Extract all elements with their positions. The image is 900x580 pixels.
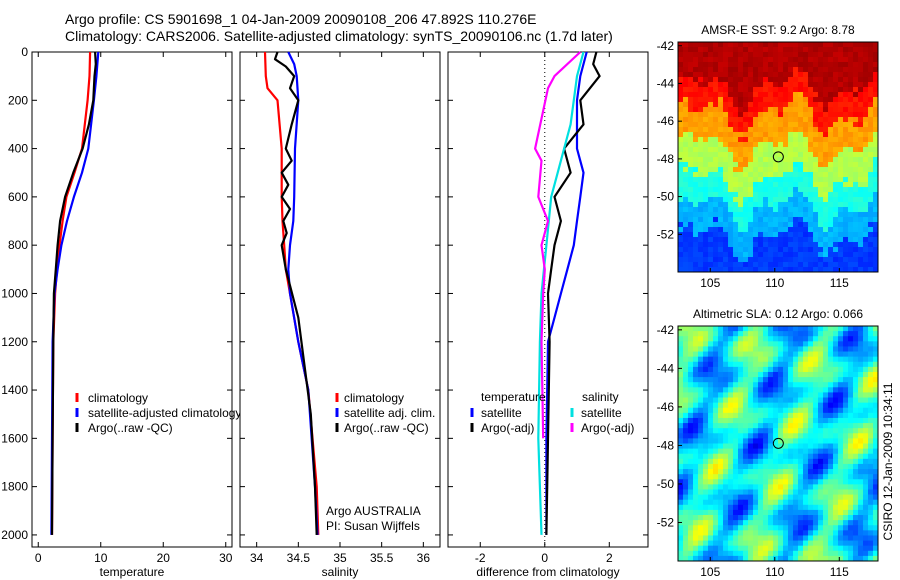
difference-legend-header: temperature (481, 390, 546, 404)
salinity-xlabel: salinity (322, 565, 359, 579)
temperature-legend-label: Argo(..raw -QC) (88, 421, 173, 435)
sla_map-xtick-label: 110 (765, 565, 784, 579)
sst_map-xtick-label: 115 (830, 276, 849, 290)
temperature-ytick-label: 2000 (1, 528, 28, 542)
sst_map-ytick-label: -48 (657, 152, 675, 166)
sst_map-frame (677, 41, 879, 273)
sst_map-xtick-label: 110 (765, 276, 784, 290)
temperature-xtick-label: 10 (94, 551, 108, 565)
salinity-xtick-label: 35 (333, 551, 347, 565)
temperature-ytick-label: 400 (8, 142, 28, 156)
difference-xtick-label: -2 (475, 551, 486, 565)
temperature-ytick-label: 1600 (1, 431, 28, 445)
difference-xlabel: difference from climatology (476, 565, 619, 579)
difference-xtick-label: 2 (606, 551, 613, 565)
sst_map-xtick-label: 105 (700, 276, 720, 290)
temperature-xtick-label: 20 (157, 551, 171, 565)
sst_map-ytick-label: -44 (657, 76, 675, 90)
temperature-legend-label: satellite-adjusted climatology (88, 406, 241, 420)
temperature-ytick-label: 800 (8, 238, 28, 252)
sst_map-ytick-label: -52 (657, 227, 675, 241)
sla_map-ytick-label: -52 (657, 515, 675, 529)
sla_map-title: Altimetric SLA: 0.12 Argo: 0.066 (693, 307, 863, 321)
sst_map-ytick-label: -50 (657, 190, 675, 204)
salinity-frame (239, 51, 441, 548)
salinity-legend-label: Argo(..raw -QC) (344, 421, 429, 435)
temperature-xtick-label: 30 (219, 551, 233, 565)
sla_map-xtick-label: 115 (830, 565, 849, 579)
salinity-xtick-label: 36 (417, 551, 431, 565)
temperature-panel: 0 10 20 30 0 200 400 600 800 1000 1200 1400 1600 1800… (1, 45, 241, 579)
figure-title-line-1: Argo profile: CS 5901698_1 04-Jan-2009 2… (65, 11, 537, 27)
sla_map-profile-marker (772, 437, 784, 449)
temperature-ytick-label: 600 (8, 190, 28, 204)
figure-title-line-2: Climatology: CARS2006. Satellite-adjuste… (65, 28, 613, 44)
salinity-legend-label: climatology (344, 391, 404, 405)
sst_map-title: AMSR-E SST: 9.2 Argo: 8.78 (701, 23, 855, 37)
difference-series-line (534, 51, 582, 439)
sla_map-ytick-label: -46 (657, 400, 675, 414)
temperature-ytick-label: 1800 (1, 480, 28, 494)
temperature-series-line (50, 51, 97, 535)
sla_map-panel: Altimetric SLA: 0.12 Argo: 0.066 105 110 11… (657, 307, 895, 579)
sst_map-panel: AMSR-E SST: 9.2 Argo: 8.78 105 110 115 -42 -4… (657, 23, 879, 290)
salinity-xtick-label: 34.5 (287, 551, 311, 565)
sla_map-frame (677, 325, 879, 562)
difference-legend-label: satellite (581, 406, 622, 420)
temperature-legend-label: climatology (88, 391, 148, 405)
salinity-series-line (273, 51, 318, 535)
difference-legend-header: salinity (582, 390, 619, 404)
sla_map-ytick-label: -42 (657, 323, 675, 337)
sla_map-ytick-label: -48 (657, 438, 675, 452)
temperature-ytick-label: 1000 (1, 286, 28, 300)
temperature-xlabel: temperature (100, 565, 165, 579)
sst_map-ytick-label: -46 (657, 114, 675, 128)
sst_map-ytick-label: -42 (657, 39, 675, 53)
sla_map-heatmap-cells (678, 326, 879, 562)
temperature-ytick-label: 1400 (1, 383, 28, 397)
salinity-panel: 34 34.5 35 35.5 36 salinity climatologysatelli… (239, 51, 441, 579)
sst_map-profile-marker (772, 151, 784, 163)
salinity-annotation: Argo AUSTRALIA (326, 504, 421, 518)
sla_map-ytick-label: -50 (657, 477, 675, 491)
temperature-ytick-label: 200 (8, 93, 28, 107)
temperature-ytick-label: 1200 (1, 335, 28, 349)
difference-legend-label: Argo(-adj) (581, 421, 634, 435)
sla_map-ytick-label: -44 (657, 361, 675, 375)
difference-xtick-label: 0 (541, 551, 548, 565)
temperature-ytick-label: 0 (21, 45, 28, 59)
temperature-xtick-label: 0 (35, 551, 42, 565)
sla_map-side-label: CSIRO 12-Jan-2009 10:34:11 (881, 382, 895, 540)
difference-legend-label: satellite (481, 406, 522, 420)
difference-series-line (537, 51, 585, 535)
sla_map-xtick-label: 105 (700, 565, 720, 579)
difference-legend-label: Argo(-adj) (481, 421, 534, 435)
salinity-legend-label: satellite adj. clim. (344, 406, 435, 420)
sst_map-heatmap-cells (678, 42, 879, 273)
salinity-xtick-label: 35.5 (370, 551, 394, 565)
salinity-annotation: PI: Susan Wijffels (326, 519, 420, 533)
salinity-xtick-label: 34 (250, 551, 264, 565)
difference-series-line (545, 51, 601, 535)
temperature-frame (31, 51, 233, 548)
